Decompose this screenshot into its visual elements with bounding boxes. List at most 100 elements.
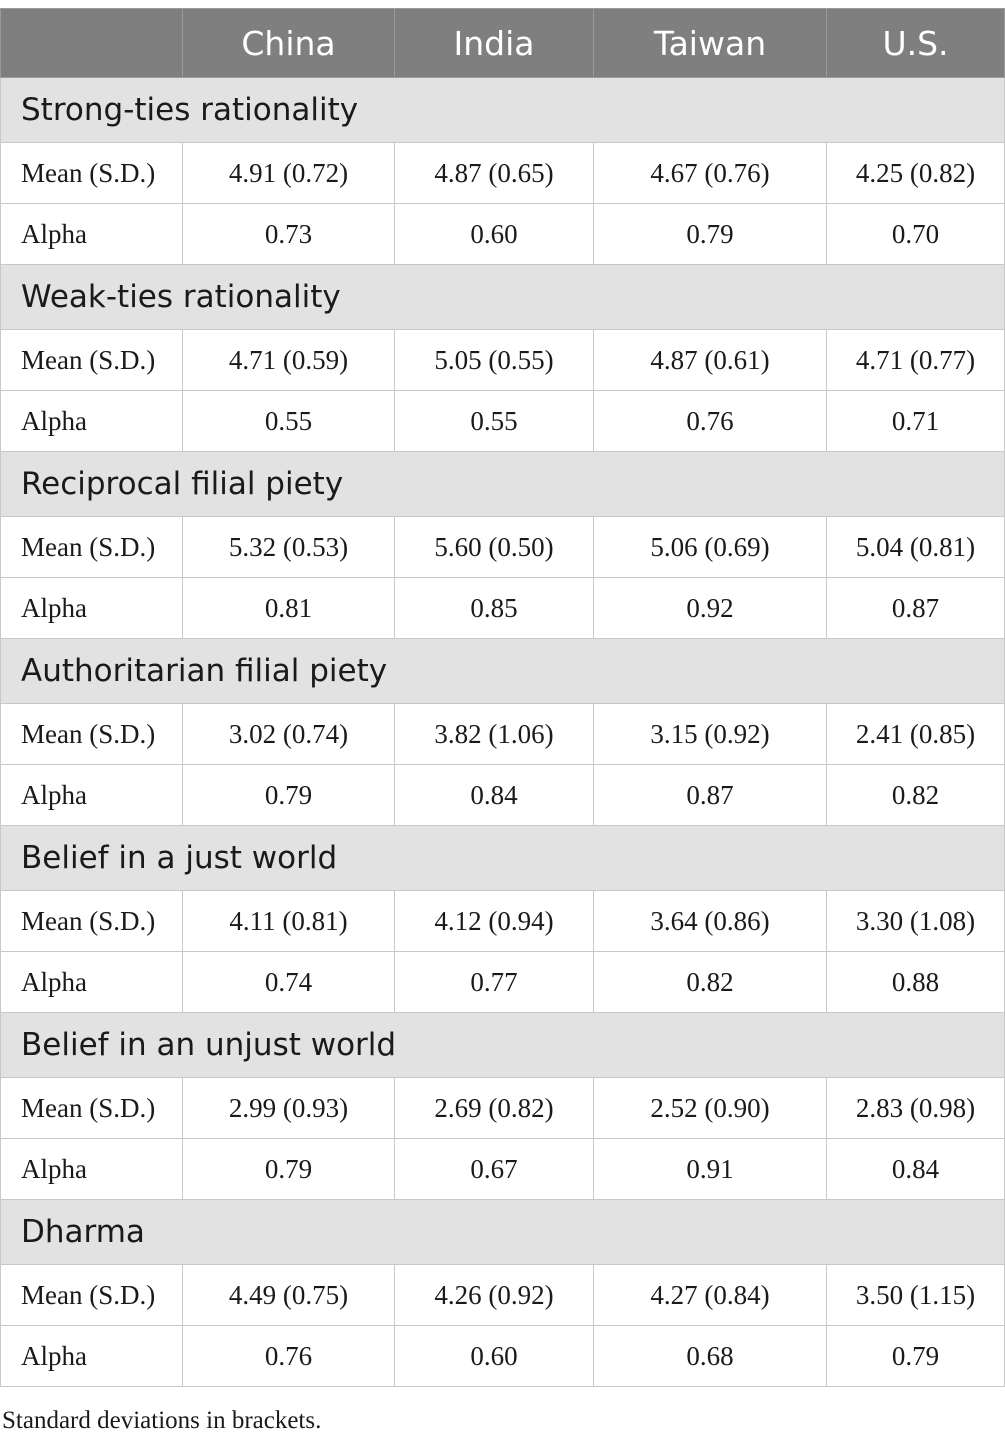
table-cell: 4.87 (0.65) (394, 142, 594, 204)
table-cell: 3.30 (1.08) (826, 890, 1005, 952)
section-title: Belief in an unjust world (0, 1012, 1005, 1078)
table-cell: 3.82 (1.06) (394, 703, 594, 765)
table-cell: 0.87 (593, 764, 827, 826)
table-row: Mean (S.D.) 4.71 (0.59) 5.05 (0.55) 4.87… (0, 329, 1005, 391)
table-cell: 4.67 (0.76) (593, 142, 827, 204)
row-label: Alpha (0, 203, 183, 265)
section-title: Reciprocal filial piety (0, 451, 1005, 517)
table-cell: 0.81 (182, 577, 395, 639)
table-cell: 3.50 (1.15) (826, 1264, 1005, 1326)
section-row: Dharma (0, 1199, 1005, 1265)
row-label: Mean (S.D.) (0, 516, 183, 578)
table-cell: 3.64 (0.86) (593, 890, 827, 952)
table-cell: 0.79 (182, 764, 395, 826)
table-cell: 0.55 (182, 390, 395, 452)
column-header-us: U.S. (826, 8, 1005, 78)
row-label: Mean (S.D.) (0, 1264, 183, 1326)
table-row: Mean (S.D.) 4.11 (0.81) 4.12 (0.94) 3.64… (0, 890, 1005, 952)
row-label: Mean (S.D.) (0, 142, 183, 204)
table-cell: 4.26 (0.92) (394, 1264, 594, 1326)
row-label: Alpha (0, 1325, 183, 1387)
table-cell: 4.49 (0.75) (182, 1264, 395, 1326)
table-cell: 4.11 (0.81) (182, 890, 395, 952)
section-row: Weak-ties rationality (0, 264, 1005, 330)
table-row: Mean (S.D.) 5.32 (0.53) 5.60 (0.50) 5.06… (0, 516, 1005, 578)
section-title: Strong-ties rationality (0, 77, 1005, 143)
table-cell: 5.60 (0.50) (394, 516, 594, 578)
table-cell: 0.76 (593, 390, 827, 452)
table-cell: 5.32 (0.53) (182, 516, 395, 578)
row-label: Alpha (0, 764, 183, 826)
table-cell: 0.70 (826, 203, 1005, 265)
table-cell: 0.82 (826, 764, 1005, 826)
table-header-row: China India Taiwan U.S. (0, 8, 1005, 78)
table-cell: 0.73 (182, 203, 395, 265)
table-cell: 0.71 (826, 390, 1005, 452)
table-row: Alpha 0.79 0.84 0.87 0.82 (0, 764, 1005, 826)
section-title: Weak-ties rationality (0, 264, 1005, 330)
row-label: Mean (S.D.) (0, 1077, 183, 1139)
table-cell: 5.06 (0.69) (593, 516, 827, 578)
table-cell: 0.55 (394, 390, 594, 452)
table-cell: 0.84 (826, 1138, 1005, 1200)
table-cell: 4.71 (0.77) (826, 329, 1005, 391)
table-cell: 0.76 (182, 1325, 395, 1387)
table-cell: 2.52 (0.90) (593, 1077, 827, 1139)
table-cell: 4.71 (0.59) (182, 329, 395, 391)
column-header-india: India (394, 8, 594, 78)
section-title: Dharma (0, 1199, 1005, 1265)
table-cell: 0.84 (394, 764, 594, 826)
table-row: Alpha 0.81 0.85 0.92 0.87 (0, 577, 1005, 639)
table-cell: 4.91 (0.72) (182, 142, 395, 204)
table-cell: 0.85 (394, 577, 594, 639)
row-label: Mean (S.D.) (0, 329, 183, 391)
row-label: Mean (S.D.) (0, 890, 183, 952)
row-label: Alpha (0, 951, 183, 1013)
section-row: Belief in a just world (0, 825, 1005, 891)
table-cell: 0.74 (182, 951, 395, 1013)
row-label: Mean (S.D.) (0, 703, 183, 765)
table-cell: 2.83 (0.98) (826, 1077, 1005, 1139)
row-label: Alpha (0, 1138, 183, 1200)
table-cell: 0.91 (593, 1138, 827, 1200)
table-cell: 4.87 (0.61) (593, 329, 827, 391)
table-row: Alpha 0.79 0.67 0.91 0.84 (0, 1138, 1005, 1200)
table-cell: 0.87 (826, 577, 1005, 639)
section-title: Belief in a just world (0, 825, 1005, 891)
column-header-taiwan: Taiwan (593, 8, 827, 78)
table-row: Alpha 0.55 0.55 0.76 0.71 (0, 390, 1005, 452)
table-cell: 4.25 (0.82) (826, 142, 1005, 204)
table-cell: 0.60 (394, 203, 594, 265)
table-row: Mean (S.D.) 2.99 (0.93) 2.69 (0.82) 2.52… (0, 1077, 1005, 1139)
section-row: Authoritarian filial piety (0, 638, 1005, 704)
table-row: Alpha 0.73 0.60 0.79 0.70 (0, 203, 1005, 265)
table-row: Alpha 0.76 0.60 0.68 0.79 (0, 1325, 1005, 1387)
table-cell: 4.27 (0.84) (593, 1264, 827, 1326)
table-cell: 4.12 (0.94) (394, 890, 594, 952)
table-cell: 0.77 (394, 951, 594, 1013)
table-cell: 2.41 (0.85) (826, 703, 1005, 765)
table-cell: 0.79 (182, 1138, 395, 1200)
table-row: Mean (S.D.) 4.91 (0.72) 4.87 (0.65) 4.67… (0, 142, 1005, 204)
section-title: Authoritarian filial piety (0, 638, 1005, 704)
table-cell: 5.05 (0.55) (394, 329, 594, 391)
table-cell: 3.15 (0.92) (593, 703, 827, 765)
column-header-china: China (182, 8, 395, 78)
table-footnote: Standard deviations in brackets. (2, 1407, 322, 1434)
table-cell: 3.02 (0.74) (182, 703, 395, 765)
table-cell: 0.79 (593, 203, 827, 265)
table-row: Alpha 0.74 0.77 0.82 0.88 (0, 951, 1005, 1013)
statistics-table: China India Taiwan U.S. Strong-ties rati… (0, 8, 1005, 1387)
table-cell: 0.79 (826, 1325, 1005, 1387)
section-row: Reciprocal filial piety (0, 451, 1005, 517)
table-cell: 2.69 (0.82) (394, 1077, 594, 1139)
table-cell: 0.82 (593, 951, 827, 1013)
section-row: Strong-ties rationality (0, 77, 1005, 143)
table-row: Mean (S.D.) 3.02 (0.74) 3.82 (1.06) 3.15… (0, 703, 1005, 765)
table-cell: 5.04 (0.81) (826, 516, 1005, 578)
table-cell: 0.88 (826, 951, 1005, 1013)
table-row: Mean (S.D.) 4.49 (0.75) 4.26 (0.92) 4.27… (0, 1264, 1005, 1326)
table-cell: 0.68 (593, 1325, 827, 1387)
table-cell: 2.99 (0.93) (182, 1077, 395, 1139)
table-cell: 0.60 (394, 1325, 594, 1387)
